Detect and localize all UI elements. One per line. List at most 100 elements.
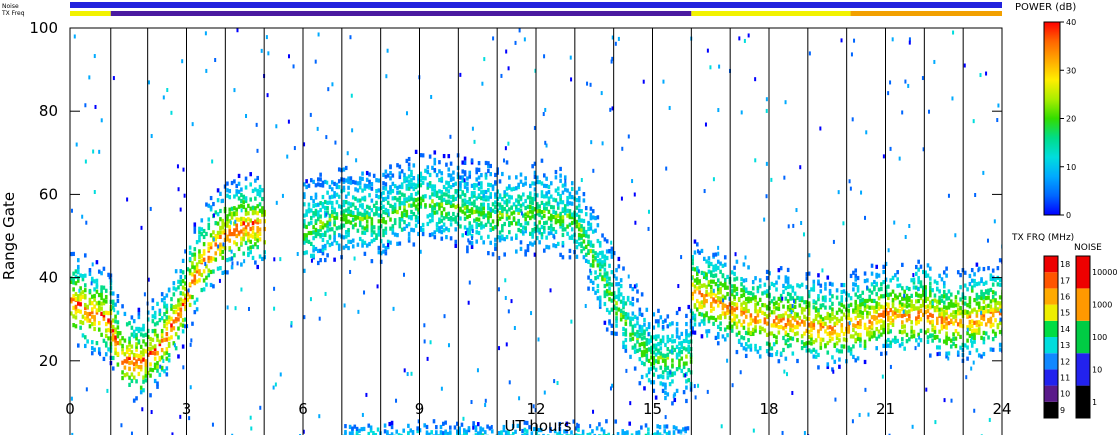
- echo-cell: [335, 184, 339, 190]
- echo-cell: [928, 293, 932, 298]
- echo-cell: [868, 319, 872, 324]
- echo-cell: [480, 190, 483, 195]
- echo-cell: [917, 310, 920, 315]
- echo-cell: [608, 291, 611, 296]
- echo-cell: [747, 265, 750, 270]
- echo-cell: [153, 378, 157, 384]
- echo-cell: [130, 315, 134, 320]
- echo-cell: [566, 208, 569, 213]
- echo-cell: [328, 242, 332, 248]
- echo-cell: [400, 213, 404, 219]
- echo-cell: [882, 320, 885, 325]
- echo-cell: [494, 225, 497, 230]
- echo-cell: [664, 318, 667, 323]
- echo-cell: [177, 187, 180, 192]
- echo-cell: [840, 323, 844, 328]
- echo-cell: [638, 381, 642, 386]
- echo-cell: [226, 234, 229, 239]
- echo-cell: [445, 180, 448, 185]
- echo-cell: [744, 309, 748, 314]
- echo-cell: [487, 219, 490, 224]
- echo-cell: [848, 321, 851, 326]
- echo-cell: [319, 172, 322, 177]
- echo-cell: [70, 297, 73, 302]
- echo-cell: [221, 218, 225, 224]
- echo-cell: [312, 213, 315, 218]
- echo-cell: [566, 188, 569, 193]
- echo-cell: [938, 298, 941, 303]
- echo-cell: [410, 178, 413, 183]
- echo-cell: [700, 312, 704, 317]
- echo-cell: [417, 207, 420, 212]
- echo-cell: [505, 192, 509, 197]
- echo-cell: [733, 277, 736, 282]
- echo-cell: [889, 307, 892, 313]
- echo-cell: [719, 314, 722, 319]
- echo-cell: [482, 197, 486, 202]
- echo-cell: [207, 217, 211, 222]
- echo-cell: [466, 186, 469, 191]
- echo-cell: [856, 324, 860, 330]
- echo-cell: [749, 291, 753, 296]
- echo-cell: [812, 318, 816, 323]
- echo-cell: [719, 290, 722, 295]
- echo-cell: [347, 191, 350, 196]
- echo-cell: [256, 226, 259, 231]
- echo-cell: [965, 375, 968, 380]
- echo-cell: [758, 297, 762, 302]
- echo-cell: [240, 192, 243, 198]
- echo-cell: [480, 221, 483, 226]
- echo-cell: [758, 354, 762, 359]
- freq-colorbar-cell: [1044, 288, 1058, 305]
- echo-cell: [847, 348, 851, 353]
- echo-cell: [170, 110, 173, 115]
- echo-cell: [587, 234, 590, 239]
- echo-cell: [631, 324, 635, 329]
- echo-cell: [440, 210, 444, 216]
- echo-cell: [462, 416, 465, 421]
- echo-cell: [582, 192, 586, 197]
- echo-cell: [263, 226, 266, 232]
- echo-cell: [540, 190, 544, 195]
- echo-cell: [849, 302, 853, 307]
- echo-cell: [615, 318, 618, 324]
- echo-cell: [959, 306, 962, 311]
- echo-cell: [994, 277, 997, 283]
- echo-cell: [691, 266, 694, 271]
- echo-cell: [249, 172, 253, 177]
- echo-cell: [503, 200, 506, 205]
- echo-cell: [933, 325, 937, 330]
- echo-cell: [235, 189, 239, 194]
- echo-cell: [72, 280, 75, 285]
- echo-cell: [467, 300, 470, 305]
- echo-cell: [74, 292, 78, 297]
- echo-cell: [617, 264, 621, 269]
- echo-cell: [379, 251, 383, 256]
- echo-cell: [723, 311, 727, 316]
- echo-cell: [926, 318, 930, 323]
- echo-cell: [877, 306, 881, 311]
- echo-cell: [682, 338, 686, 344]
- echo-cell: [880, 318, 883, 323]
- echo-cell: [167, 287, 171, 292]
- echo-cell: [643, 317, 646, 323]
- echo-cell: [747, 296, 750, 301]
- echo-cell: [770, 177, 773, 182]
- echo-cell: [219, 244, 222, 249]
- echo-cell: [672, 394, 675, 399]
- echo-cell: [431, 199, 434, 204]
- echo-cell: [768, 292, 771, 297]
- echo-cell: [615, 306, 618, 311]
- echo-cell: [249, 239, 253, 244]
- echo-cell: [123, 373, 127, 378]
- echo-cell: [256, 220, 259, 225]
- echo-cell: [691, 315, 694, 320]
- echo-cell: [230, 206, 234, 211]
- echo-cell: [810, 333, 813, 338]
- echo-cell: [328, 200, 332, 205]
- echo-cell: [387, 242, 390, 247]
- echo-cell: [726, 292, 729, 297]
- echo-cell: [396, 233, 399, 238]
- echo-cell: [424, 168, 427, 173]
- echo-cell: [615, 311, 618, 316]
